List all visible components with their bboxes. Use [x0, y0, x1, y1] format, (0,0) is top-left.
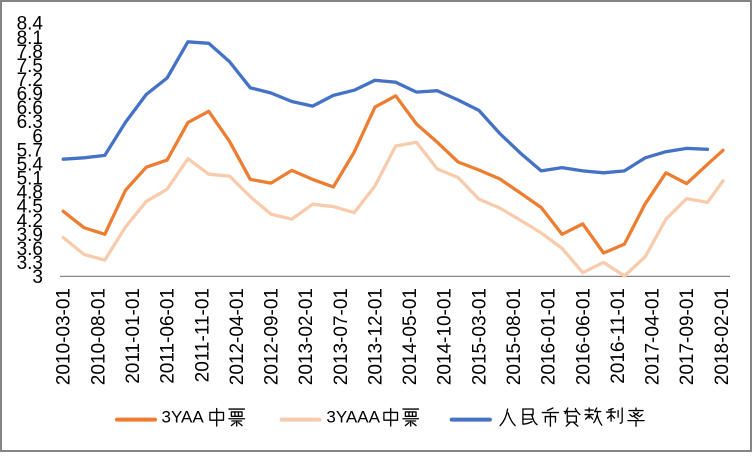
svg-text:2010-08-01: 2010-08-01	[88, 288, 109, 385]
svg-text:4.8: 4.8	[17, 183, 43, 204]
svg-text:6.3: 6.3	[17, 112, 43, 133]
svg-text:4.5: 4.5	[17, 197, 43, 218]
svg-text:2016-11-01: 2016-11-01	[608, 288, 629, 384]
svg-text:3: 3	[32, 267, 43, 288]
svg-text:2013-12-01: 2013-12-01	[366, 288, 387, 385]
svg-text:3.9: 3.9	[17, 225, 43, 246]
svg-text:2013-07-01: 2013-07-01	[331, 288, 352, 385]
svg-text:6.9: 6.9	[17, 84, 43, 105]
svg-text:8.4: 8.4	[17, 14, 44, 35]
svg-text:7.2: 7.2	[17, 70, 43, 91]
svg-text:2011-11-01: 2011-11-01	[192, 288, 213, 382]
svg-text:2013-02-01: 2013-02-01	[296, 288, 317, 385]
svg-text:2010-03-01: 2010-03-01	[54, 288, 75, 385]
svg-text:2011-06-01: 2011-06-01	[158, 288, 179, 384]
svg-text:8.1: 8.1	[17, 28, 43, 49]
svg-text:3.6: 3.6	[17, 239, 43, 260]
svg-text:2011-01-01: 2011-01-01	[123, 288, 144, 384]
svg-text:2016-06-01: 2016-06-01	[573, 288, 594, 385]
svg-text:6: 6	[32, 126, 43, 147]
svg-text:5.4: 5.4	[17, 155, 44, 176]
svg-text:3YAA: 3YAA	[162, 408, 205, 427]
svg-text:2014-05-01: 2014-05-01	[400, 288, 421, 385]
svg-text:2014-10-01: 2014-10-01	[435, 288, 456, 385]
svg-text:2012-04-01: 2012-04-01	[227, 288, 248, 385]
svg-text:2016-01-01: 2016-01-01	[539, 288, 560, 385]
svg-text:3.3: 3.3	[17, 253, 43, 274]
svg-text:5.1: 5.1	[17, 169, 43, 190]
svg-text:5.7: 5.7	[17, 140, 43, 161]
svg-text:7.5: 7.5	[17, 56, 43, 77]
svg-text:2012-09-01: 2012-09-01	[262, 288, 283, 385]
svg-text:2015-03-01: 2015-03-01	[469, 288, 490, 385]
svg-text:7.8: 7.8	[17, 42, 43, 63]
svg-text:2017-09-01: 2017-09-01	[677, 288, 698, 385]
svg-text:6.6: 6.6	[17, 98, 43, 119]
svg-text:2017-04-01: 2017-04-01	[643, 288, 664, 385]
svg-text:3YAAA: 3YAAA	[326, 408, 380, 427]
svg-text:2015-08-01: 2015-08-01	[504, 288, 525, 385]
svg-text:2018-02-01: 2018-02-01	[712, 288, 733, 385]
svg-text:4.2: 4.2	[17, 211, 43, 232]
